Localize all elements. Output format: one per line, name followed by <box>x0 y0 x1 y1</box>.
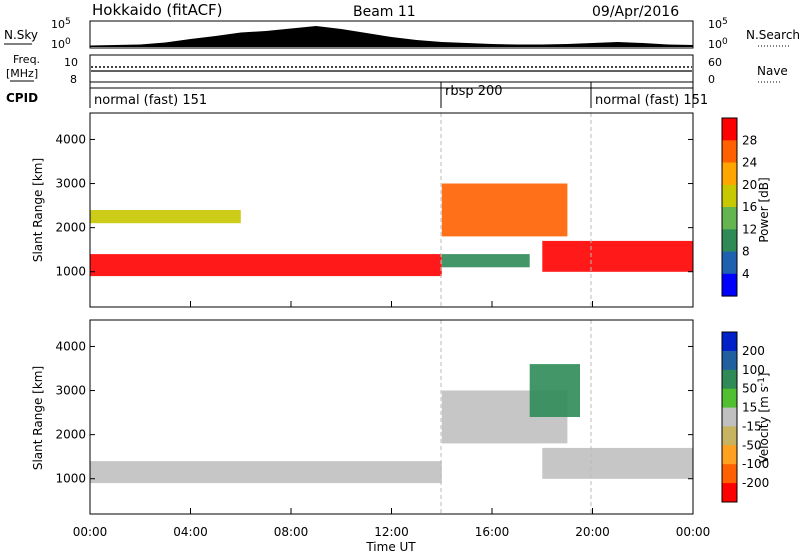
nsky-right-tick-top: 105 <box>708 17 728 31</box>
colorbar-swatch <box>722 251 737 275</box>
velocity-y-axis: 1000 2000 3000 4000 <box>55 339 693 486</box>
xtick-label: 00:00 <box>676 525 711 539</box>
nsky-label: N.Sky <box>4 28 38 42</box>
colorbar-swatch <box>722 350 737 371</box>
colorbar-tick-label: 4 <box>742 267 750 281</box>
colorbar-swatch <box>722 184 737 208</box>
velocity-panel-bg <box>90 320 693 514</box>
date-title: 09/Apr/2016 <box>592 4 679 20</box>
colorbar-swatch <box>722 369 737 390</box>
ytick-label: 4000 <box>55 339 86 353</box>
colorbar-swatch <box>722 388 737 409</box>
colorbar-swatch <box>722 407 737 427</box>
colorbar-tick-label: 50 <box>742 382 757 396</box>
echo-region-4 <box>542 447 694 479</box>
power-heatmap <box>90 183 694 277</box>
ytick-label: 1000 <box>55 265 86 279</box>
cpid-segment-3: normal (fast) 151 <box>595 93 708 108</box>
colorbar-swatch <box>722 332 737 352</box>
nsky-line <box>90 26 693 47</box>
power-colorbar-ticks: 4 8 12 16 20 24 28 <box>742 133 757 280</box>
freq-left-tick-top: 10 <box>64 56 78 69</box>
echo-region-4 <box>441 254 530 268</box>
colorbar-tick-label: 15 <box>742 401 757 415</box>
velocity-colorbar-ticks: 200 100 50 15 -15 -50 -100 -200 <box>742 344 769 490</box>
echo-region-5 <box>542 240 694 272</box>
echo-region-3 <box>529 364 580 417</box>
colorbar-swatch <box>722 118 737 141</box>
ytick-label: 1000 <box>55 472 86 486</box>
echo-region-2 <box>90 210 241 224</box>
freq-right-tick-top: 60 <box>708 56 722 69</box>
xtick-label: 04:00 <box>173 525 208 539</box>
colorbar-tick-label: -100 <box>742 457 769 471</box>
frequency-panel-frame <box>89 54 694 83</box>
colorbar-tick-label: -50 <box>742 438 762 452</box>
nsky-right-tick-bottom: 100 <box>708 37 728 51</box>
velocity-colorbar <box>722 332 737 503</box>
colorbar-swatch <box>722 207 737 230</box>
nsky-trace <box>90 26 693 47</box>
power-colorbar <box>722 118 737 297</box>
freq-label-line1: Freq. <box>13 53 40 66</box>
nave-label: Nave <box>757 64 788 78</box>
colorbar-swatch <box>722 229 737 253</box>
echo-region-3 <box>441 183 568 237</box>
ytick-label: 3000 <box>55 177 86 191</box>
colorbar-swatch <box>722 162 737 186</box>
nsky-left-tick-top: 105 <box>51 17 71 31</box>
colorbar-tick-label: 24 <box>742 156 757 170</box>
colorbar-swatch <box>722 445 737 465</box>
colorbar-swatch <box>722 426 737 446</box>
colorbar-swatch <box>722 273 737 297</box>
xtick-label: 20:00 <box>575 525 610 539</box>
colorbar-tick-label: -200 <box>742 476 769 490</box>
cpid-segment-1: normal (fast) 151 <box>94 93 207 108</box>
nsky-panel-frame <box>89 20 694 49</box>
velocity-colorbar-frame <box>721 331 738 503</box>
ytick-label: 2000 <box>55 221 86 235</box>
colorbar-swatch <box>722 483 737 503</box>
cpid-label: CPID <box>6 91 38 105</box>
echo-region-1 <box>90 461 442 484</box>
colorbar-tick-label: 100 <box>742 363 765 377</box>
colorbar-tick-label: 8 <box>742 245 750 259</box>
power-y-axis: 1000 2000 3000 4000 <box>55 132 693 279</box>
freq-label-line2: [MHz] <box>6 67 38 80</box>
nsearch-label: N.Search <box>746 28 800 42</box>
power-colorbar-frame <box>721 117 738 297</box>
time-axis: 00:00 04:00 08:00 12:00 16:00 20:00 00:00 <box>73 301 711 539</box>
power-colorbar-label: Power [dB] <box>757 177 771 242</box>
xtick-label: 00:00 <box>73 525 108 539</box>
freq-left-tick-bottom: 8 <box>70 73 77 86</box>
velocity-heatmap <box>90 364 694 484</box>
time-axis-label: Time UT <box>365 540 416 554</box>
power-ylabel: Slant Range [km] <box>31 158 45 262</box>
colorbar-swatch <box>722 464 737 484</box>
velocity-ylabel: Slant Range [km] <box>31 366 45 470</box>
colorbar-tick-label: -15 <box>742 419 762 433</box>
station-title: Hokkaido (fitACF) <box>92 1 223 19</box>
ytick-label: 4000 <box>55 132 86 146</box>
beam-title: Beam 11 <box>353 4 416 20</box>
echo-region-1 <box>90 254 442 277</box>
xtick-label: 12:00 <box>374 525 409 539</box>
velocity-colorbar-label: Velocity [m s-1] <box>757 373 771 464</box>
colorbar-tick-label: 12 <box>742 222 757 236</box>
colorbar-tick-label: 20 <box>742 178 757 192</box>
xtick-label: 08:00 <box>274 525 309 539</box>
nsky-left-tick-bottom: 100 <box>51 37 71 51</box>
colorbar-swatch <box>722 140 737 164</box>
ytick-label: 3000 <box>55 384 86 398</box>
xtick-label: 16:00 <box>475 525 510 539</box>
colorbar-tick-label: 200 <box>742 344 765 358</box>
ytick-label: 2000 <box>55 428 86 442</box>
cpid-segment-2: rbsp 200 <box>445 84 503 99</box>
colorbar-tick-label: 16 <box>742 200 757 214</box>
colorbar-tick-label: 28 <box>742 133 757 147</box>
freq-right-tick-bottom: 0 <box>708 73 715 86</box>
